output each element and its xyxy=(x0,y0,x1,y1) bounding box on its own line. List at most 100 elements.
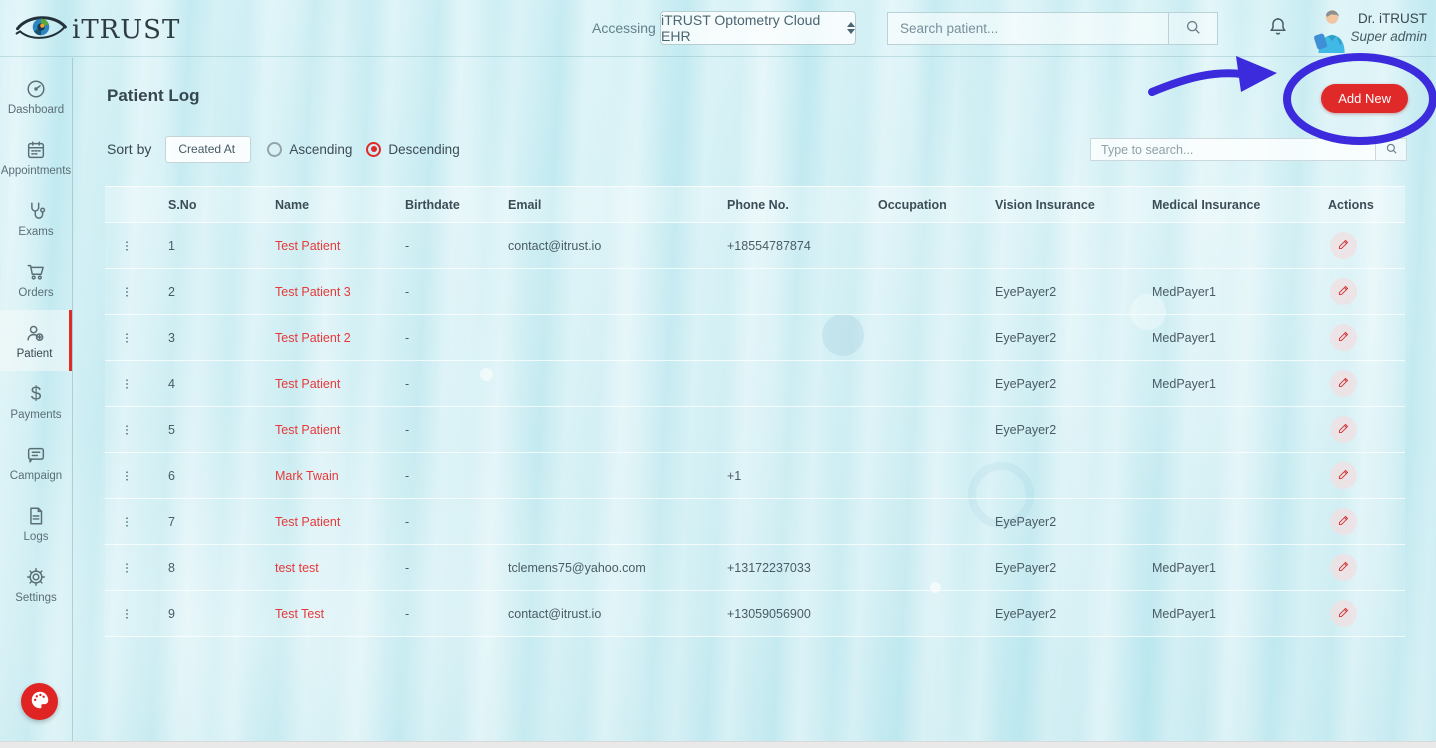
edit-patient-button[interactable] xyxy=(1330,462,1357,489)
main-content: Patient Log Add New Sort by Created At A… xyxy=(73,57,1436,741)
table-row: 4 Test Patient - EyePayer2 MedPayer1 xyxy=(105,361,1405,407)
column-header-name: Name xyxy=(275,197,310,212)
radio-descending-icon xyxy=(366,141,382,157)
sort-ascending-option[interactable]: Ascending xyxy=(267,141,353,157)
cell-patient-name[interactable]: Test Patient xyxy=(275,376,341,391)
top-bar: iTRUST Accessing iTRUST Optometry Cloud … xyxy=(0,0,1436,57)
sidebar-item-campaign[interactable]: Campaign xyxy=(0,432,72,493)
row-menu-button[interactable] xyxy=(118,465,136,487)
table-search-button[interactable] xyxy=(1375,138,1407,161)
descending-label: Descending xyxy=(388,141,460,157)
table-row: 2 Test Patient 3 - EyePayer2 MedPayer1 xyxy=(105,269,1405,315)
pencil-icon xyxy=(1336,237,1351,255)
cell-birthdate: - xyxy=(405,284,410,299)
cell-medical-insurance: MedPayer1 xyxy=(1152,284,1216,299)
sidebar-item-patient[interactable]: Patient xyxy=(0,310,72,371)
sidebar-item-settings[interactable]: Settings xyxy=(0,554,72,615)
sidebar-item-label: Campaign xyxy=(9,470,63,482)
logo-text: iTRUST xyxy=(72,14,181,45)
page-title: Patient Log xyxy=(107,86,200,105)
edit-patient-button[interactable] xyxy=(1330,600,1357,627)
patient-search-input[interactable] xyxy=(887,12,1168,45)
user-avatar[interactable] xyxy=(1308,7,1352,53)
cell-patient-name[interactable]: Test Patient 3 xyxy=(275,284,351,299)
bottom-scrollbar-track[interactable] xyxy=(0,741,1436,748)
notifications-button[interactable] xyxy=(1264,14,1292,42)
cell-medical-insurance: MedPayer1 xyxy=(1152,330,1216,345)
user-name: Dr. iTRUST xyxy=(1358,11,1427,26)
user-block: Dr. iTRUST Super admin xyxy=(1350,10,1427,46)
cell-vision-insurance: EyePayer2 xyxy=(995,606,1057,621)
cell-patient-name[interactable]: Test Test xyxy=(275,606,325,621)
row-menu-button[interactable] xyxy=(118,419,136,441)
cell-patient-name[interactable]: Test Patient xyxy=(275,514,341,529)
cell-birthdate: - xyxy=(405,422,410,437)
sidebar-item-label: Dashboard xyxy=(7,104,65,116)
sidebar-item-exams[interactable]: Exams xyxy=(0,188,72,249)
row-menu-button[interactable] xyxy=(118,235,136,257)
table-row: 5 Test Patient - EyePayer2 xyxy=(105,407,1405,453)
table-search-input[interactable] xyxy=(1090,138,1375,161)
org-selector[interactable]: iTRUST Optometry Cloud EHR xyxy=(660,11,856,45)
cell-medical-insurance: MedPayer1 xyxy=(1152,606,1216,621)
sidebar-item-dashboard[interactable]: Dashboard xyxy=(0,66,72,127)
cell-vision-insurance: EyePayer2 xyxy=(995,560,1057,575)
cell-birthdate: - xyxy=(405,376,410,391)
column-header-birthdate: Birthdate xyxy=(405,197,460,212)
pencil-icon xyxy=(1336,467,1351,485)
cell-sno: 5 xyxy=(168,422,175,437)
payments-icon: $ xyxy=(30,383,42,405)
exams-icon xyxy=(24,199,48,223)
cell-sno: 1 xyxy=(168,238,175,253)
sidebar-item-payments[interactable]: $ Payments xyxy=(0,371,72,432)
table-header-row: S.No Name Birthdate Email Phone No. Occupatio… xyxy=(105,186,1405,223)
eye-logo-icon xyxy=(14,9,68,50)
row-menu-button[interactable] xyxy=(118,373,136,395)
cell-sno: 9 xyxy=(168,606,175,621)
sort-field-select[interactable]: Created At xyxy=(165,135,252,163)
sort-descending-option[interactable]: Descending xyxy=(366,141,460,157)
edit-patient-button[interactable] xyxy=(1330,416,1357,443)
sidebar-item-appointments[interactable]: Appointments xyxy=(0,127,72,188)
appointments-icon xyxy=(24,138,48,162)
column-header-phone-no-: Phone No. xyxy=(727,197,789,212)
dashboard-icon xyxy=(24,77,48,101)
pencil-icon xyxy=(1336,375,1351,393)
sidebar-item-logs[interactable]: Logs xyxy=(0,493,72,554)
cell-patient-name[interactable]: Mark Twain xyxy=(275,468,339,483)
edit-patient-button[interactable] xyxy=(1330,278,1357,305)
cell-patient-name[interactable]: Test Patient 2 xyxy=(275,330,351,345)
sidebar-item-label: Appointments xyxy=(0,165,72,177)
app-logo[interactable]: iTRUST xyxy=(14,9,180,50)
cell-email: contact@itrust.io xyxy=(508,606,602,621)
cell-vision-insurance: EyePayer2 xyxy=(995,376,1057,391)
cell-patient-name[interactable]: Test Patient xyxy=(275,422,341,437)
edit-patient-button[interactable] xyxy=(1330,508,1357,535)
row-menu-button[interactable] xyxy=(118,281,136,303)
cell-patient-name[interactable]: test test xyxy=(275,560,319,575)
edit-patient-button[interactable] xyxy=(1330,370,1357,397)
table-row: 8 test test - tclemens75@yahoo.com +1317… xyxy=(105,545,1405,591)
table-row: 3 Test Patient 2 - EyePayer2 MedPayer1 xyxy=(105,315,1405,361)
table-row: 6 Mark Twain - +1 xyxy=(105,453,1405,499)
pencil-icon xyxy=(1336,421,1351,439)
sidebar-item-label: Orders xyxy=(18,287,54,299)
pencil-icon xyxy=(1336,283,1351,301)
edit-patient-button[interactable] xyxy=(1330,232,1357,259)
sidebar-item-label: Patient xyxy=(16,348,53,360)
add-new-button[interactable]: Add New xyxy=(1321,84,1408,113)
row-menu-button[interactable] xyxy=(118,511,136,533)
cell-phone: +13059056900 xyxy=(727,606,811,621)
row-menu-button[interactable] xyxy=(118,603,136,625)
sort-by-label: Sort by xyxy=(107,141,152,157)
sidebar-item-orders[interactable]: Orders xyxy=(0,249,72,310)
ascending-label: Ascending xyxy=(289,141,353,157)
edit-patient-button[interactable] xyxy=(1330,554,1357,581)
theme-palette-button[interactable] xyxy=(21,683,58,720)
patient-table: S.No Name Birthdate Email Phone No. Occupatio… xyxy=(105,186,1405,637)
edit-patient-button[interactable] xyxy=(1330,324,1357,351)
cell-patient-name[interactable]: Test Patient xyxy=(275,238,341,253)
patient-search-button[interactable] xyxy=(1168,12,1218,45)
row-menu-button[interactable] xyxy=(118,327,136,349)
row-menu-button[interactable] xyxy=(118,557,136,579)
